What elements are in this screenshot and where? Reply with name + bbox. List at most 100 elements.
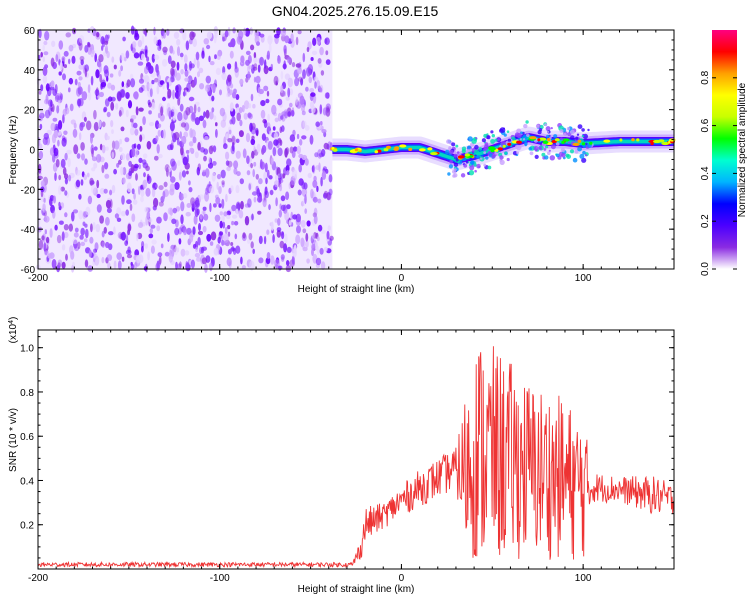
noise-blob	[229, 50, 234, 59]
noise-blob	[145, 165, 150, 172]
noise-blob	[324, 92, 329, 99]
noise-blob	[70, 119, 76, 125]
y-tick-label: 0	[29, 146, 35, 157]
noise-blob	[235, 208, 239, 215]
noise-blob	[93, 121, 99, 132]
ridge-speck	[541, 152, 546, 157]
noise-blob	[64, 190, 68, 196]
noise-blob	[185, 261, 189, 268]
noise-blob	[208, 156, 211, 164]
noise-blob	[224, 226, 228, 235]
noise-blob	[151, 187, 156, 198]
noise-blob	[226, 210, 231, 216]
noise-blob	[234, 233, 238, 240]
noise-blob	[315, 257, 322, 266]
noise-blob	[197, 236, 201, 246]
noise-blob	[261, 133, 266, 141]
noise-blob	[167, 88, 172, 99]
noise-blob	[170, 176, 176, 183]
noise-blob	[185, 106, 191, 116]
noise-blob	[271, 104, 277, 115]
noise-blob	[284, 73, 291, 80]
noise-blob	[255, 127, 259, 136]
ridge-hotspot	[619, 138, 623, 142]
noise-blob	[125, 209, 129, 216]
noise-blob	[311, 232, 315, 239]
noise-blob	[49, 147, 55, 156]
noise-blob	[160, 243, 164, 249]
noise-blob	[257, 210, 262, 215]
ridge-speck	[463, 163, 468, 168]
noise-blob	[90, 223, 93, 233]
noise-blob	[302, 228, 307, 234]
noise-blob	[145, 187, 151, 197]
noise-blob	[94, 53, 97, 63]
ridge-speck	[448, 164, 453, 169]
noise-blob	[325, 168, 329, 174]
noise-blob	[164, 251, 170, 257]
noise-blob	[239, 78, 244, 85]
noise-blob	[295, 36, 299, 46]
ridge-speck	[452, 174, 456, 178]
noise-blob	[281, 111, 287, 117]
ridge-speck	[550, 144, 556, 150]
noise-blob	[100, 36, 105, 45]
noise-blob	[276, 227, 282, 232]
noise-blob	[217, 236, 221, 244]
ridge-speck	[449, 149, 454, 155]
noise-blob	[209, 61, 215, 66]
noise-blob	[157, 129, 161, 137]
ridge-speck	[553, 134, 558, 139]
noise-blob	[97, 119, 102, 129]
spectrogram-y-ticks: -60 -40 -20 0 20 40 60	[21, 26, 674, 276]
noise-blob	[180, 145, 184, 156]
noise-blob	[225, 160, 230, 166]
noise-blob	[118, 159, 122, 165]
noise-blob	[49, 228, 53, 238]
noise-blob	[62, 167, 67, 176]
ridge-speck	[569, 149, 575, 154]
noise-blob	[169, 121, 175, 132]
noise-blob	[206, 31, 213, 40]
noise-blob	[187, 75, 193, 85]
noise-blob	[204, 84, 211, 92]
noise-blob	[323, 190, 329, 198]
noise-blob	[180, 214, 184, 225]
noise-blob	[193, 57, 197, 66]
noise-blob	[328, 188, 333, 196]
noise-blob	[122, 177, 126, 184]
noise-blob	[252, 169, 255, 178]
noise-blob	[246, 155, 250, 164]
noise-blob	[231, 246, 235, 252]
y-tick-label: 40	[24, 66, 36, 77]
noise-blob	[58, 40, 64, 50]
spectrogram-ridge	[323, 120, 684, 178]
y-tick-label: 0.2	[20, 521, 34, 532]
noise-blob	[235, 94, 240, 100]
noise-blob	[159, 113, 165, 122]
noise-blob	[174, 182, 180, 190]
noise-blob	[214, 214, 221, 222]
noise-blob	[183, 54, 188, 64]
noise-blob	[186, 82, 191, 93]
noise-blob	[49, 198, 53, 206]
noise-blob	[63, 50, 69, 57]
noise-blob	[221, 198, 225, 209]
noise-blob	[65, 32, 72, 38]
noise-blob	[286, 246, 292, 253]
noise-blob	[143, 29, 147, 36]
noise-blob	[40, 180, 45, 188]
ridge-hotspot	[636, 138, 640, 142]
noise-blob	[197, 141, 201, 151]
noise-blob	[285, 96, 290, 101]
snr-series-line	[37, 346, 675, 569]
noise-blob	[167, 107, 172, 117]
noise-blob	[67, 157, 71, 168]
noise-blob	[313, 214, 318, 225]
noise-blob	[186, 203, 192, 208]
noise-blob	[128, 170, 133, 177]
noise-blob	[321, 170, 327, 180]
noise-blob	[96, 204, 102, 213]
noise-blob	[265, 98, 270, 104]
noise-blob	[155, 63, 159, 73]
